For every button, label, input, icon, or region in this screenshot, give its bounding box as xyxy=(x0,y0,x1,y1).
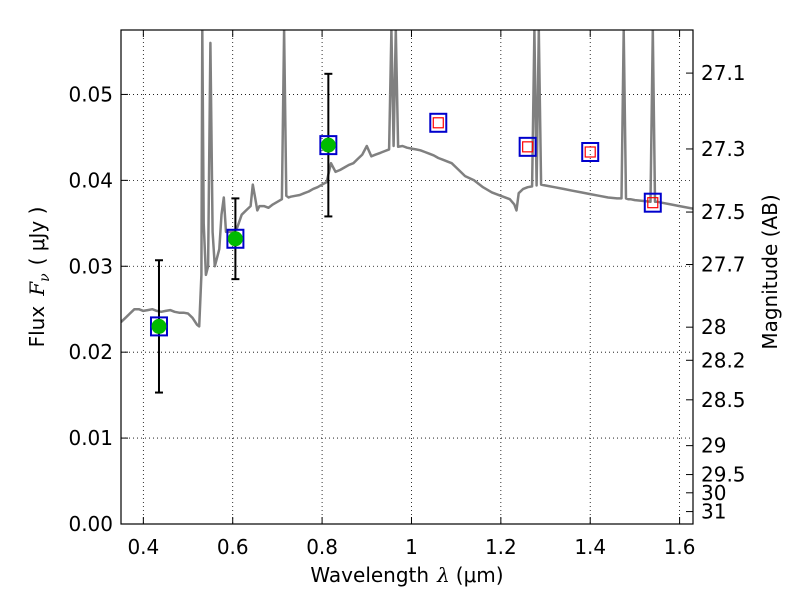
x-tick-label: 0.8 xyxy=(306,535,338,559)
model-photometry-square xyxy=(643,192,662,213)
mag-tick-label: 28.5 xyxy=(701,388,746,412)
mag-tick-label: 28.2 xyxy=(701,348,746,372)
grid xyxy=(121,30,693,525)
y-tick-label: 0.04 xyxy=(68,168,113,192)
model-photometry-square xyxy=(319,135,338,156)
photometry-layer xyxy=(149,72,662,394)
mag-tick-label: 27.3 xyxy=(701,137,746,161)
y-tick-label: 0.03 xyxy=(68,254,113,278)
upper-limit-square xyxy=(432,117,444,129)
mag-tick-label: 29.5 xyxy=(701,463,746,487)
x-axis-label: Wavelength λ (μm) xyxy=(310,563,503,587)
model-sed-line xyxy=(121,30,693,328)
x-tick-label: 1.4 xyxy=(574,535,606,559)
mag-tick-label: 30 xyxy=(701,481,726,505)
upper-limit-square xyxy=(522,141,534,153)
x-tick-label: 1 xyxy=(405,535,418,559)
x-tick-label: 1.2 xyxy=(485,535,517,559)
x-tick-label: 1.6 xyxy=(664,535,696,559)
model-sed-layer xyxy=(121,30,693,328)
mag-tick-label: 29 xyxy=(701,434,726,458)
upper-limit-square xyxy=(647,197,659,209)
observed-point xyxy=(320,137,336,153)
mag-tick-label: 27.1 xyxy=(701,61,746,85)
model-photometry-square xyxy=(429,112,448,133)
x-tick-label: 0.6 xyxy=(217,535,249,559)
y-axis-label: FluxFν( μJy ) xyxy=(25,207,53,348)
observed-point xyxy=(151,318,167,334)
tick-labels: 0.4 0.6 0.8 1 1.2 1.4 1.6 0.00 0.01 0.02 0.03 0.04 0… xyxy=(68,61,745,559)
mag-tick-label: 28 xyxy=(701,315,726,339)
model-photometry-square xyxy=(226,228,245,249)
y-tick-label: 0.00 xyxy=(68,512,113,536)
model-photometry-square xyxy=(518,136,537,157)
y-tick-label: 0.01 xyxy=(68,426,113,450)
mag-tick-label: 27.5 xyxy=(701,200,746,224)
model-photometry-square xyxy=(581,141,600,162)
y-tick-label: 0.02 xyxy=(68,340,113,364)
observed-point xyxy=(227,231,243,247)
mag-tick-label: 27.7 xyxy=(701,253,746,277)
model-photometry-square xyxy=(149,316,168,337)
y-tick-label: 0.05 xyxy=(68,82,113,106)
ticks xyxy=(121,30,693,525)
mag-tick-label: 31 xyxy=(701,500,726,524)
y2-axis-label: Magnitude (AB) xyxy=(758,194,782,349)
x-tick-label: 0.4 xyxy=(127,535,159,559)
plot-frame xyxy=(120,29,694,525)
upper-limit-square xyxy=(584,146,596,158)
